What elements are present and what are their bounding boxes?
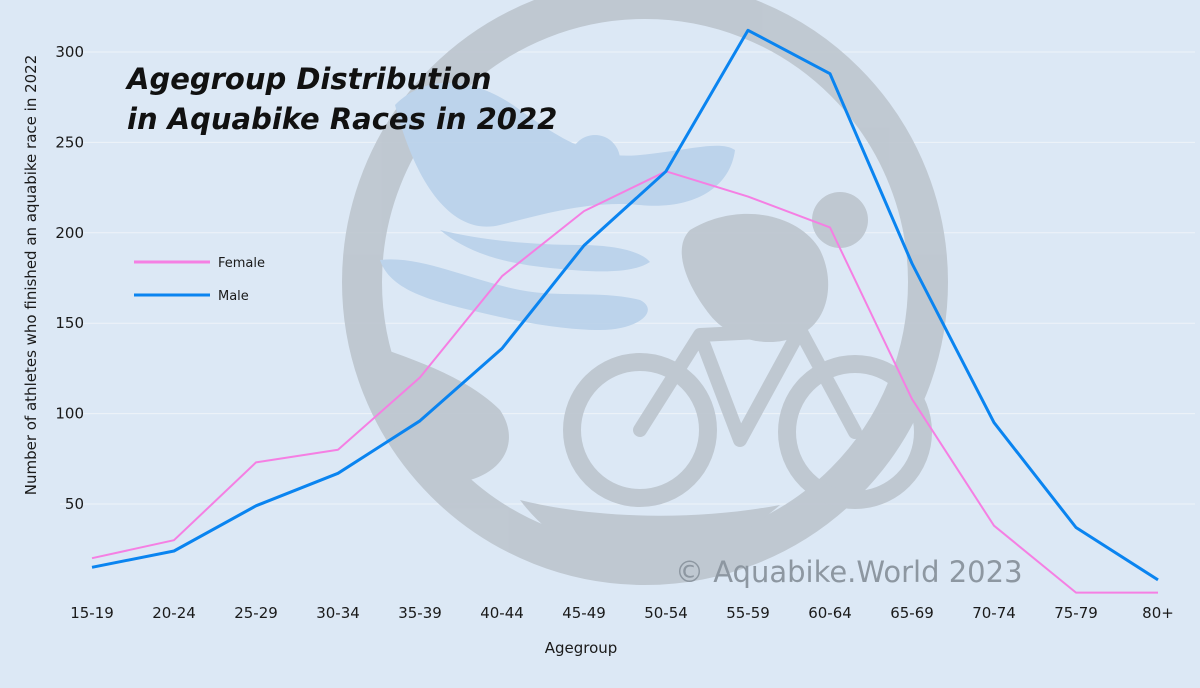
x-tick-label: 20-24 [152,604,196,622]
x-tick-label: 50-54 [644,604,688,622]
chart-title-line-1: Agegroup Distribution [125,62,492,96]
x-tick-label: 25-29 [234,604,278,622]
x-tick-label: 45-49 [562,604,606,622]
watermark-text: © Aquabike.World 2023 [675,555,1023,589]
y-tick-label: 250 [55,133,84,151]
y-axis-label: Number of athletes who finished an aquab… [22,55,40,496]
y-tick-label: 300 [55,43,84,61]
y-tick-label: 100 [55,405,84,423]
legend-label-female: Female [218,256,265,271]
x-tick-label: 70-74 [972,604,1016,622]
x-tick-label: 60-64 [808,604,852,622]
x-tick-label: 30-34 [316,604,360,622]
x-tick-label: 35-39 [398,604,442,622]
x-tick-label: 40-44 [480,604,524,622]
x-tick-label: 15-19 [70,604,114,622]
x-tick-label: 75-79 [1054,604,1098,622]
legend: Female Male [134,256,265,304]
x-tick-label: 80+ [1142,604,1174,622]
y-tick-label: 50 [65,495,84,513]
y-tick-label: 200 [55,224,84,242]
legend-label-male: Male [218,289,249,304]
x-tick-label: 55-59 [726,604,770,622]
x-axis-ticks: 15-19 20-24 25-29 30-34 35-39 40-44 45-49 50-54… [70,604,1174,622]
y-axis-ticks: 50 100 150 200 250 300 [55,43,84,513]
x-axis-label: Agegroup [545,639,618,657]
x-tick-label: 65-69 [890,604,934,622]
chart-title-line-2: in Aquabike Races in 2022 [127,102,557,136]
y-tick-label: 150 [55,314,84,332]
